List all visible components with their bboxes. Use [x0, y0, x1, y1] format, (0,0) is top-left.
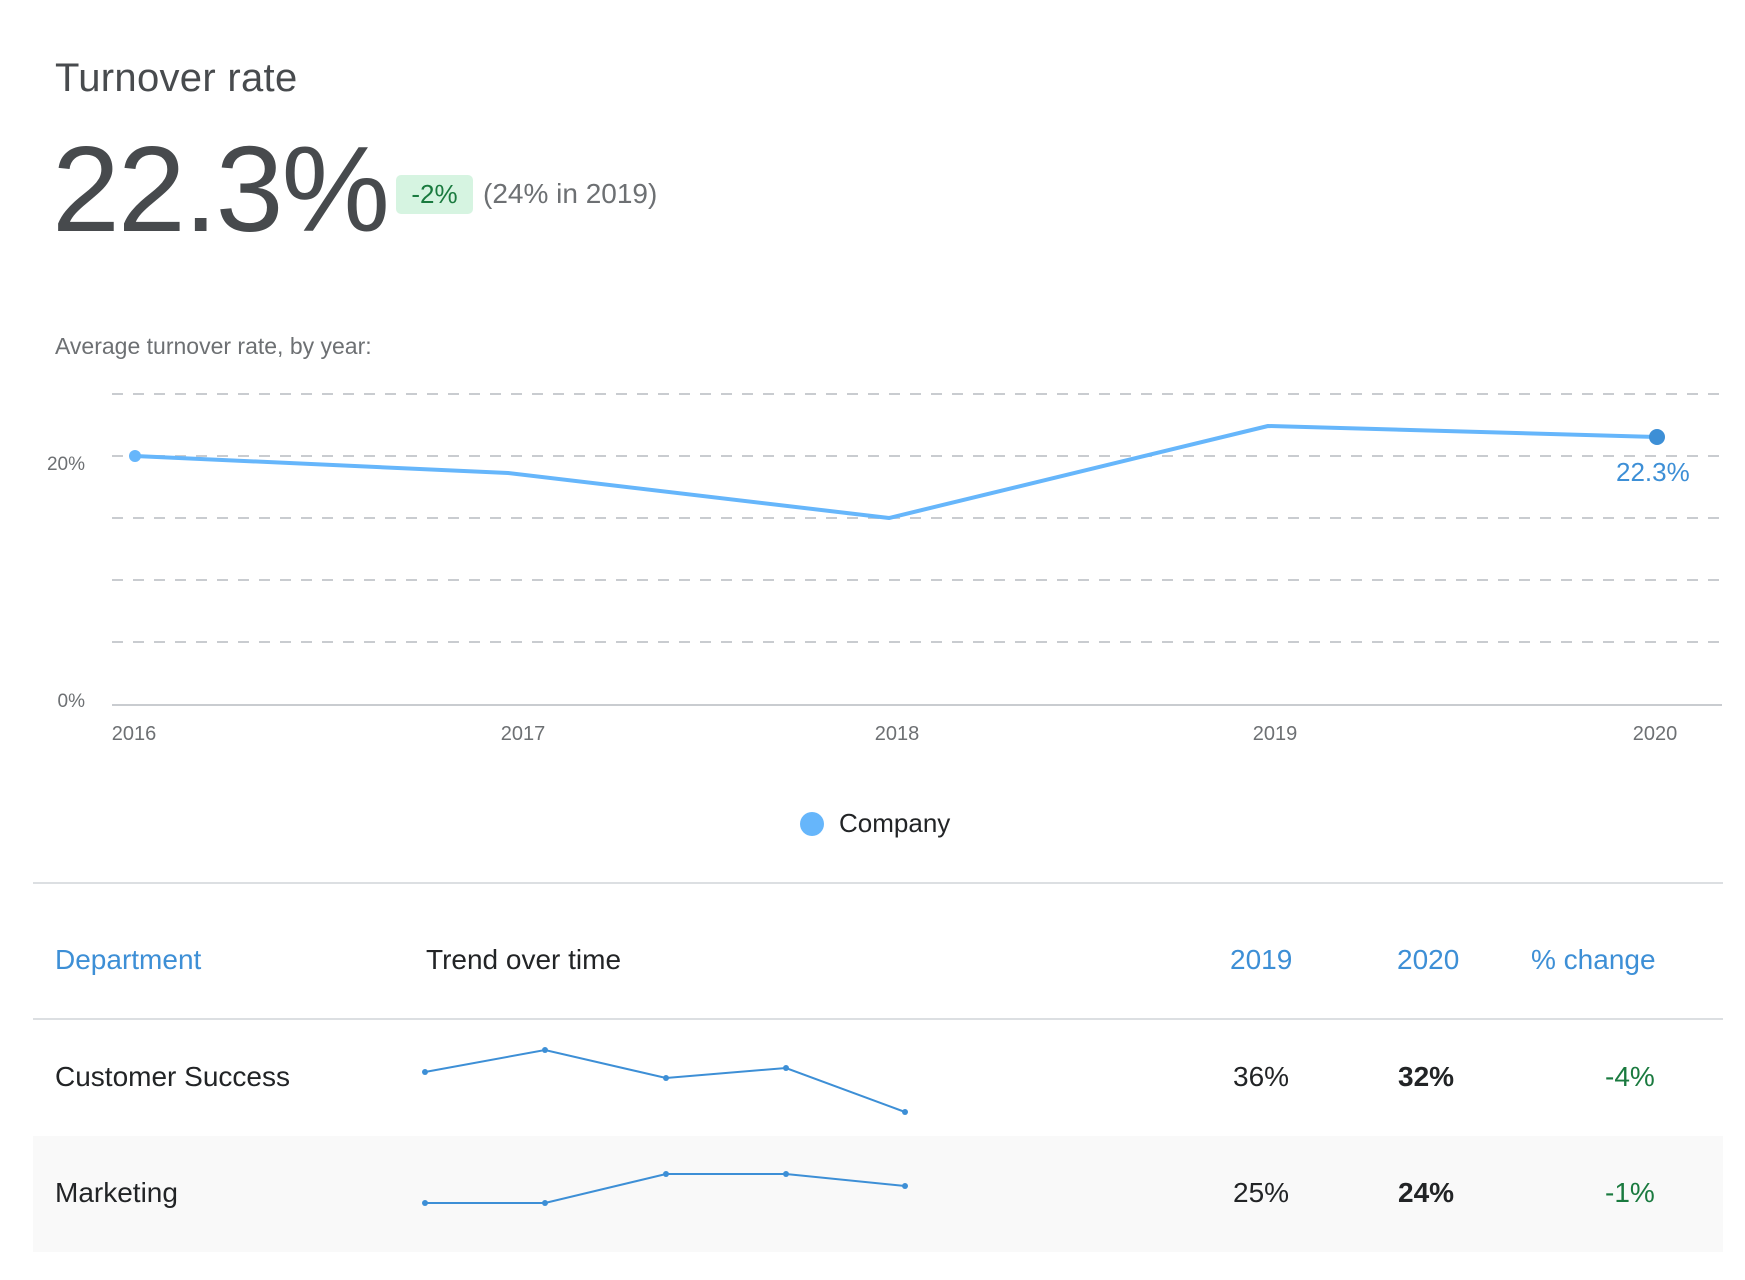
x-tick-2019: 2019: [1252, 723, 1298, 745]
value-2019: 25%: [1233, 1177, 1290, 1208]
chart-legend[interactable]: Company: [800, 808, 950, 839]
start-point: [129, 450, 141, 462]
legend-dot-icon: [800, 811, 824, 836]
percent-change: -4%: [1605, 1061, 1655, 1092]
trend-sparkline: [422, 1047, 908, 1115]
company-series-line: [134, 424, 1658, 520]
trend-sparkline: [422, 1171, 908, 1206]
value-2019: 36%: [1233, 1061, 1290, 1092]
department-name: Marketing: [55, 1177, 178, 1208]
x-tick-2016: 2016: [111, 723, 157, 745]
end-point: [1649, 429, 1665, 445]
x-tick-2017: 2017: [500, 723, 546, 745]
turnover-rate-value: 22.3%: [52, 121, 390, 257]
column-header-change[interactable]: % change: [1531, 944, 1656, 975]
value-2020: 24%: [1398, 1177, 1455, 1208]
line-chart: [112, 393, 1722, 706]
chart-subtitle: Average turnover rate, by year:: [55, 333, 372, 359]
column-header-2020[interactable]: 2020: [1397, 944, 1460, 975]
gridlines: [112, 393, 1722, 643]
column-header-trend: Trend over time: [426, 944, 622, 975]
department-name: Customer Success: [55, 1061, 290, 1092]
column-header-department[interactable]: Department: [55, 944, 202, 975]
page-title: Turnover rate: [55, 56, 298, 100]
percent-change: -1%: [1605, 1177, 1655, 1208]
x-tick-2018: 2018: [874, 723, 920, 745]
value-2020: 32%: [1398, 1061, 1455, 1092]
x-tick-2020: 2020: [1632, 723, 1678, 745]
section-divider: [33, 882, 1723, 884]
column-header-2019[interactable]: 2019: [1230, 944, 1293, 975]
table-row[interactable]: [33, 1136, 1723, 1252]
comparison-text: (24% in 2019): [483, 178, 658, 209]
legend-label: Company: [839, 808, 951, 838]
y-tick-0: 0%: [57, 691, 85, 712]
end-value-label: 22.3%: [1616, 457, 1690, 487]
change-badge: -2%: [396, 175, 473, 214]
table-header-divider: [33, 1018, 1723, 1020]
y-tick-20: 20%: [46, 454, 85, 475]
